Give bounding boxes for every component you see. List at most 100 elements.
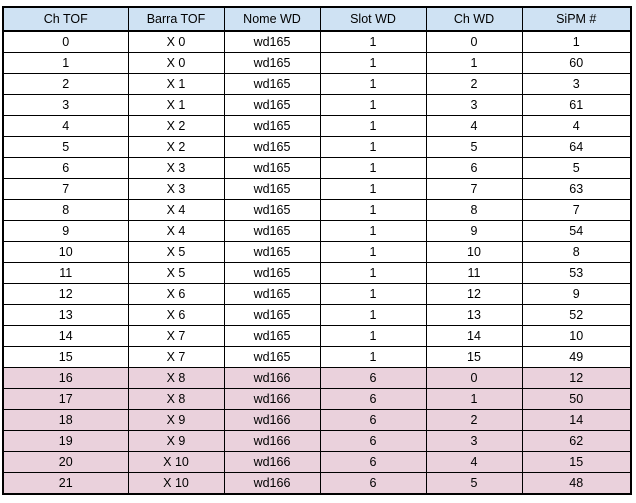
cell-barra-tof[interactable]: X 10 <box>127 451 225 473</box>
cell-barra-tof[interactable]: X 4 <box>127 199 225 221</box>
cell-ch-tof[interactable]: 16 <box>2 367 129 389</box>
cell-ch-tof[interactable]: 13 <box>2 304 129 326</box>
cell-nome-wd[interactable]: wd165 <box>223 241 321 263</box>
cell-ch-wd[interactable]: 4 <box>425 115 523 137</box>
header-sipm[interactable]: SiPM # <box>521 6 632 32</box>
cell-ch-wd[interactable]: 14 <box>425 325 523 347</box>
cell-nome-wd[interactable]: wd165 <box>223 30 321 53</box>
cell-nome-wd[interactable]: wd166 <box>223 367 321 389</box>
cell-ch-tof[interactable]: 15 <box>2 346 129 368</box>
cell-sipm[interactable]: 3 <box>521 73 632 95</box>
cell-ch-wd[interactable]: 0 <box>425 367 523 389</box>
cell-ch-tof[interactable]: 12 <box>2 283 129 305</box>
cell-slot-wd[interactable]: 1 <box>319 73 427 95</box>
cell-ch-wd[interactable]: 2 <box>425 409 523 431</box>
cell-ch-tof[interactable]: 17 <box>2 388 129 410</box>
cell-ch-wd[interactable]: 7 <box>425 178 523 200</box>
cell-barra-tof[interactable]: X 1 <box>127 73 225 95</box>
cell-ch-tof[interactable]: 5 <box>2 136 129 158</box>
cell-slot-wd[interactable]: 1 <box>319 325 427 347</box>
cell-sipm[interactable]: 8 <box>521 241 632 263</box>
cell-sipm[interactable]: 15 <box>521 451 632 473</box>
cell-ch-tof[interactable]: 21 <box>2 472 129 495</box>
cell-nome-wd[interactable]: wd166 <box>223 451 321 473</box>
header-slot-wd[interactable]: Slot WD <box>319 6 427 32</box>
cell-ch-wd[interactable]: 10 <box>425 241 523 263</box>
cell-sipm[interactable]: 62 <box>521 430 632 452</box>
cell-ch-tof[interactable]: 14 <box>2 325 129 347</box>
cell-nome-wd[interactable]: wd166 <box>223 388 321 410</box>
cell-barra-tof[interactable]: X 2 <box>127 115 225 137</box>
cell-ch-tof[interactable]: 20 <box>2 451 129 473</box>
cell-slot-wd[interactable]: 6 <box>319 367 427 389</box>
cell-ch-tof[interactable]: 0 <box>2 30 129 53</box>
cell-ch-wd[interactable]: 6 <box>425 157 523 179</box>
cell-slot-wd[interactable]: 1 <box>319 283 427 305</box>
cell-slot-wd[interactable]: 6 <box>319 430 427 452</box>
cell-sipm[interactable]: 52 <box>521 304 632 326</box>
cell-ch-wd[interactable]: 0 <box>425 30 523 53</box>
cell-sipm[interactable]: 9 <box>521 283 632 305</box>
cell-nome-wd[interactable]: wd166 <box>223 430 321 452</box>
cell-ch-tof[interactable]: 19 <box>2 430 129 452</box>
cell-barra-tof[interactable]: X 9 <box>127 409 225 431</box>
cell-ch-tof[interactable]: 4 <box>2 115 129 137</box>
cell-ch-tof[interactable]: 18 <box>2 409 129 431</box>
cell-sipm[interactable]: 63 <box>521 178 632 200</box>
cell-barra-tof[interactable]: X 3 <box>127 178 225 200</box>
cell-slot-wd[interactable]: 1 <box>319 136 427 158</box>
cell-barra-tof[interactable]: X 5 <box>127 262 225 284</box>
cell-ch-wd[interactable]: 15 <box>425 346 523 368</box>
cell-nome-wd[interactable]: wd165 <box>223 94 321 116</box>
cell-barra-tof[interactable]: X 0 <box>127 30 225 53</box>
cell-sipm[interactable]: 49 <box>521 346 632 368</box>
cell-barra-tof[interactable]: X 8 <box>127 388 225 410</box>
cell-nome-wd[interactable]: wd165 <box>223 157 321 179</box>
cell-slot-wd[interactable]: 1 <box>319 241 427 263</box>
cell-slot-wd[interactable]: 1 <box>319 220 427 242</box>
cell-ch-tof[interactable]: 8 <box>2 199 129 221</box>
cell-ch-tof[interactable]: 6 <box>2 157 129 179</box>
cell-barra-tof[interactable]: X 3 <box>127 157 225 179</box>
cell-ch-wd[interactable]: 12 <box>425 283 523 305</box>
cell-barra-tof[interactable]: X 6 <box>127 283 225 305</box>
cell-nome-wd[interactable]: wd165 <box>223 115 321 137</box>
cell-nome-wd[interactable]: wd166 <box>223 409 321 431</box>
cell-ch-wd[interactable]: 1 <box>425 388 523 410</box>
cell-sipm[interactable]: 5 <box>521 157 632 179</box>
cell-ch-tof[interactable]: 10 <box>2 241 129 263</box>
cell-sipm[interactable]: 14 <box>521 409 632 431</box>
cell-sipm[interactable]: 61 <box>521 94 632 116</box>
cell-ch-wd[interactable]: 4 <box>425 451 523 473</box>
cell-slot-wd[interactable]: 1 <box>319 199 427 221</box>
cell-sipm[interactable]: 10 <box>521 325 632 347</box>
cell-ch-wd[interactable]: 2 <box>425 73 523 95</box>
cell-slot-wd[interactable]: 6 <box>319 451 427 473</box>
cell-slot-wd[interactable]: 1 <box>319 304 427 326</box>
header-barra-tof[interactable]: Barra TOF <box>127 6 225 32</box>
cell-barra-tof[interactable]: X 1 <box>127 94 225 116</box>
cell-slot-wd[interactable]: 1 <box>319 94 427 116</box>
cell-slot-wd[interactable]: 1 <box>319 178 427 200</box>
cell-ch-wd[interactable]: 5 <box>425 136 523 158</box>
cell-barra-tof[interactable]: X 0 <box>127 52 225 74</box>
cell-ch-wd[interactable]: 11 <box>425 262 523 284</box>
cell-ch-tof[interactable]: 1 <box>2 52 129 74</box>
cell-barra-tof[interactable]: X 9 <box>127 430 225 452</box>
cell-barra-tof[interactable]: X 8 <box>127 367 225 389</box>
cell-ch-wd[interactable]: 3 <box>425 94 523 116</box>
cell-slot-wd[interactable]: 6 <box>319 409 427 431</box>
cell-sipm[interactable]: 4 <box>521 115 632 137</box>
cell-barra-tof[interactable]: X 7 <box>127 325 225 347</box>
cell-slot-wd[interactable]: 1 <box>319 30 427 53</box>
cell-nome-wd[interactable]: wd165 <box>223 220 321 242</box>
cell-sipm[interactable]: 7 <box>521 199 632 221</box>
cell-sipm[interactable]: 54 <box>521 220 632 242</box>
cell-barra-tof[interactable]: X 2 <box>127 136 225 158</box>
cell-slot-wd[interactable]: 1 <box>319 52 427 74</box>
cell-nome-wd[interactable]: wd165 <box>223 325 321 347</box>
cell-nome-wd[interactable]: wd165 <box>223 73 321 95</box>
cell-slot-wd[interactable]: 6 <box>319 472 427 495</box>
cell-nome-wd[interactable]: wd165 <box>223 304 321 326</box>
cell-barra-tof[interactable]: X 4 <box>127 220 225 242</box>
